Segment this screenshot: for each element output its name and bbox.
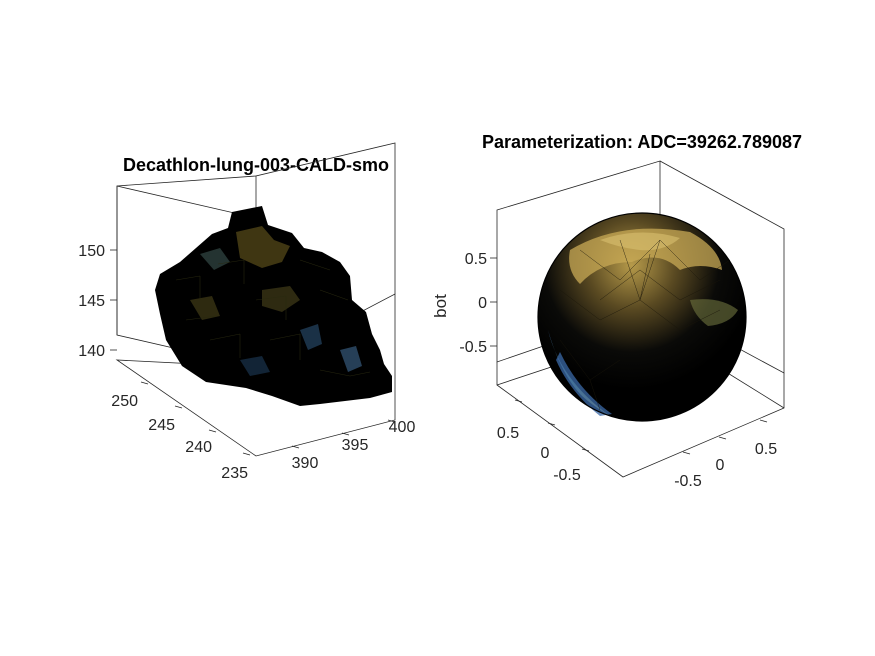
right-x-tick-label: 0.5 [755, 441, 777, 458]
left-voxel-surface [155, 206, 392, 406]
right-y-tick-label: 0.5 [497, 425, 519, 442]
left-y-axis: 250 245 240 235 [111, 381, 251, 482]
left-x-tick-label: 395 [342, 437, 369, 454]
right-x-tick-label: -0.5 [674, 473, 702, 490]
right-panel: Parameterization: ADC=39262.789087 [431, 132, 802, 490]
right-z-axis: 0.5 0 -0.5 bot [431, 251, 497, 356]
right-z-tick-label: -0.5 [459, 339, 487, 356]
right-z-tick-label: 0 [478, 295, 487, 312]
left-z-tick-label: 145 [78, 293, 105, 310]
left-x-axis: 390 395 400 [292, 419, 416, 472]
left-y-tick-label: 235 [221, 465, 248, 482]
left-panel: Decathlon-lung-003-CALD-smo [78, 142, 416, 482]
right-y-axis: 0.5 0 -0.5 [497, 399, 590, 484]
left-z-axis: 150 145 140 [78, 243, 117, 360]
left-title: Decathlon-lung-003-CALD-smo [123, 155, 389, 175]
left-y-tick-label: 245 [148, 417, 175, 434]
left-x-tick-label: 400 [389, 419, 416, 436]
right-sphere-surface [537, 212, 747, 422]
left-z-tick-label: 140 [78, 343, 105, 360]
right-x-axis: -0.5 0 0.5 [674, 419, 777, 490]
right-x-tick-label: 0 [716, 457, 725, 474]
left-z-tick-label: 150 [78, 243, 105, 260]
left-y-tick-label: 240 [185, 439, 212, 456]
right-z-tick-label: 0.5 [465, 251, 487, 268]
left-y-tick-label: 250 [111, 393, 138, 410]
right-y-tick-label: -0.5 [553, 467, 581, 484]
left-x-tick-label: 390 [292, 455, 319, 472]
right-y-tick-label: 0 [541, 445, 550, 462]
right-z-axis-label: bot [431, 294, 450, 318]
right-title: Parameterization: ADC=39262.789087 [482, 132, 802, 152]
